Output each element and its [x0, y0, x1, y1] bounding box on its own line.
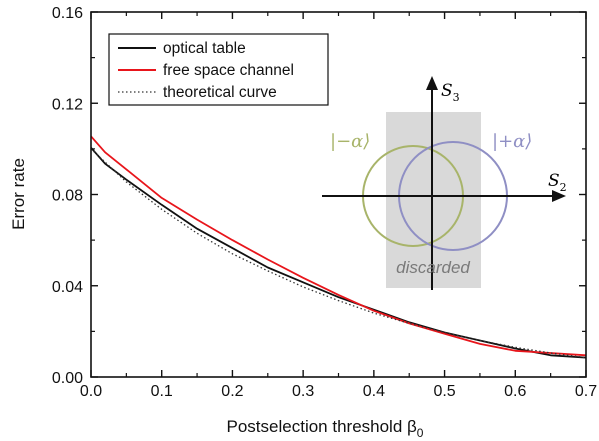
series-layer [90, 135, 587, 359]
ticks-layer: 0.0 0.1 0.2 0.3 0.4 0.5 0.6 0.7 0.00 0.04 0.08 0.12… [52, 5, 597, 400]
discarded-label: discarded [396, 258, 470, 277]
s2-axis-arrowhead [552, 190, 566, 202]
ket-minus-alpha-label: |−α⟩ [330, 131, 370, 152]
y-tick-label: 0.08 [52, 188, 83, 205]
y-tick-label: 0.00 [52, 370, 83, 387]
x-tick-label: 0.4 [363, 383, 385, 400]
s2-axis-label: S2 [548, 171, 567, 194]
x-axis-title: Postselection threshold β0 [227, 417, 424, 440]
series-theoretical-line [90, 148, 587, 359]
legend-label-optical-table: optical table [163, 40, 246, 57]
x-tick-label: 0.0 [80, 383, 102, 400]
x-tick-label: 0.5 [433, 383, 455, 400]
s3-axis-label: S3 [441, 81, 460, 104]
x-tick-label: 0.2 [221, 383, 243, 400]
y-tick-label: 0.04 [52, 279, 83, 296]
legend: optical table free space channel theoret… [108, 33, 329, 106]
legend-label-free-space: free space channel [163, 62, 294, 79]
y-axis-title: Error rate [9, 158, 28, 230]
ket-plus-alpha-label: |+α⟩ [492, 131, 532, 152]
series-free-space-line [90, 135, 587, 357]
discarded-band [386, 112, 481, 288]
y-tick-label: 0.16 [52, 5, 83, 22]
inset-phase-space-diagram: S3 S2 |−α⟩ |+α⟩ discarded [322, 76, 567, 290]
x-tick-label: 0.3 [292, 383, 314, 400]
y-tick-label: 0.12 [52, 96, 83, 113]
x-tick-label: 0.6 [504, 383, 526, 400]
legend-box [108, 33, 329, 106]
x-tick-label: 0.1 [151, 383, 173, 400]
series-optical-table-line [90, 147, 587, 359]
s3-axis-arrowhead [426, 76, 438, 90]
legend-label-theoretical: theoretical curve [163, 84, 277, 101]
x-tick-label: 0.7 [575, 383, 597, 400]
